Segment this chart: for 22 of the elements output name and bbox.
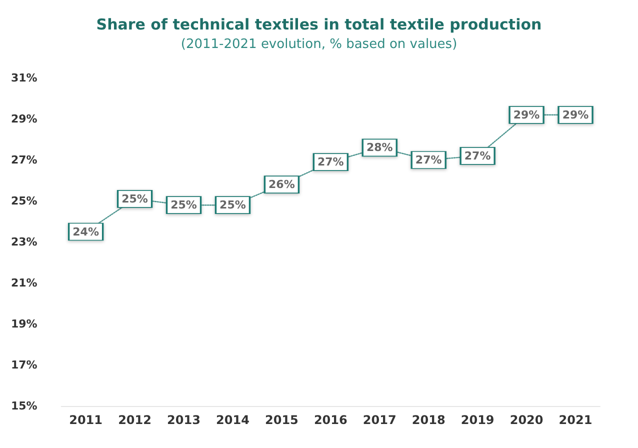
- x-tick-label: 2020: [510, 413, 544, 427]
- y-tick-label: 15%: [10, 400, 38, 412]
- x-tick-label: 2018: [412, 413, 446, 427]
- y-tick-label: 23%: [10, 236, 38, 248]
- y-tick-label: 17%: [10, 358, 38, 372]
- x-tick-label: 2015: [264, 413, 298, 427]
- y-tick-label: 19%: [10, 318, 38, 330]
- x-tick-label: 2017: [362, 413, 396, 427]
- x-tick-label: 2014: [216, 413, 250, 427]
- chart-subtitle: (2011-2021 evolution, % based on values): [180, 37, 458, 52]
- x-tick-label: 2012: [118, 413, 152, 427]
- chart-title: Share of technical textiles in total textile production: [96, 16, 542, 34]
- y-tick-label: 27%: [10, 154, 38, 166]
- x-tick-label: 2011: [69, 413, 103, 427]
- y-tick-label: 21%: [10, 276, 38, 290]
- y-tick-label: 29%: [10, 112, 38, 126]
- y-tick-label: 31%: [10, 72, 38, 84]
- x-tick-label: 2019: [460, 413, 494, 427]
- x-tick-label: 2013: [167, 413, 200, 427]
- x-tick-label: 2016: [314, 413, 348, 427]
- y-tick-label: 25%: [10, 194, 38, 208]
- x-tick-label: 2021: [558, 413, 592, 427]
